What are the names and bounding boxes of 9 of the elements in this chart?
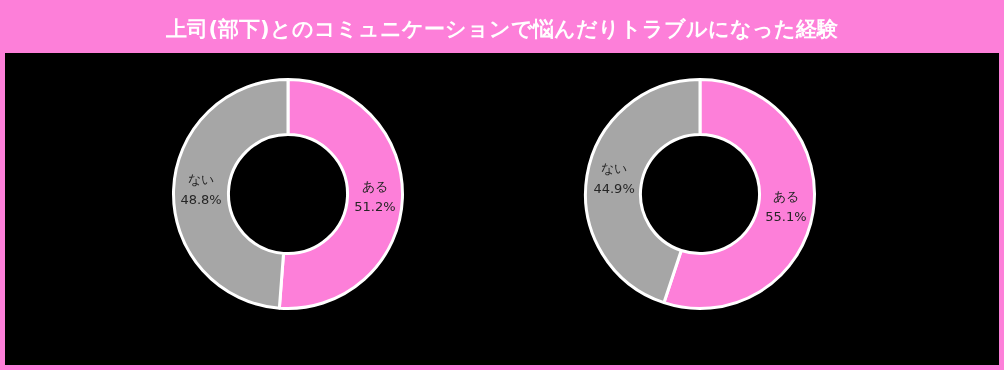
text: 上司(部下)とのコミュニケーションで悩んだりトラブルになった経験	[5, 5, 999, 53]
data-label: 55.1%	[765, 209, 807, 225]
data-label: 44.9%	[593, 181, 635, 197]
slice-label: ない	[188, 172, 215, 188]
slice-label: ある	[361, 178, 388, 194]
slice-label: ない	[601, 161, 628, 177]
data-label: 48.8%	[180, 192, 222, 208]
slice-label: ある	[772, 189, 799, 205]
data-label: 51.2%	[354, 198, 396, 214]
